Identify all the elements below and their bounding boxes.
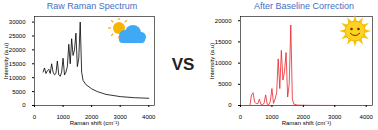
svg-text:4000: 4000: [360, 114, 374, 120]
svg-text:0: 0: [22, 102, 26, 108]
svg-text:30000: 30000: [9, 19, 26, 25]
svg-text:15000: 15000: [215, 39, 232, 45]
html-text:VS: VS: [171, 55, 195, 74]
svg-text:0: 0: [33, 114, 37, 120]
svg-text:20000: 20000: [9, 47, 26, 53]
svg-text:Raman shift (cm⁻¹): Raman shift (cm⁻¹): [70, 120, 120, 126]
svg-text:3000: 3000: [113, 113, 127, 120]
svg-text:Raman shift (cm⁻¹): Raman shift (cm⁻¹): [282, 120, 332, 126]
svg-text:0: 0: [228, 102, 232, 108]
svg-text:0: 0: [239, 114, 243, 120]
svg-text:4000: 4000: [142, 114, 156, 120]
html-text:Raw Raman Spectrum: Raw Raman Spectrum: [46, 1, 138, 11]
html-text:After Baseline Correction: After Baseline Correction: [254, 1, 354, 11]
svg-text:15000: 15000: [9, 61, 26, 67]
svg-text:10000: 10000: [9, 75, 26, 81]
svg-text:5000: 5000: [12, 89, 26, 95]
svg-text:Intensity (a.u): Intensity (a.u): [209, 43, 215, 79]
svg-text:5000: 5000: [218, 81, 232, 87]
svg-text:1000: 1000: [265, 114, 279, 120]
svg-text:2000: 2000: [296, 113, 310, 120]
svg-text:20000: 20000: [215, 18, 232, 24]
svg-text:3000: 3000: [328, 113, 342, 120]
svg-text:10000: 10000: [215, 60, 232, 66]
svg-text:2000: 2000: [85, 113, 99, 120]
svg-text:25000: 25000: [9, 33, 26, 39]
svg-text:1000: 1000: [56, 114, 70, 120]
svg-text:Intensity (a.u): Intensity (a.u): [3, 43, 9, 79]
